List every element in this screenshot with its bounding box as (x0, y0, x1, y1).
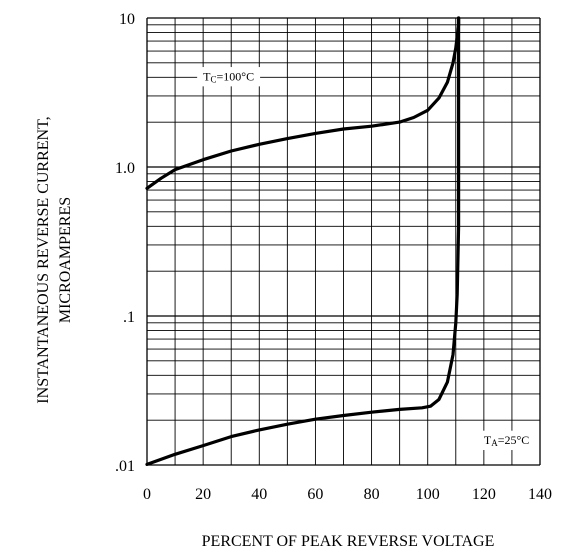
x-tick-label: 20 (195, 486, 211, 503)
y-tick-label: 10 (119, 11, 135, 28)
x-tick-label: 120 (472, 486, 496, 503)
x-tick-label: 60 (307, 486, 323, 503)
tick-labels: 0 20 40 60 80 100 120 140 10 1.0 .1 .01 (115, 11, 552, 503)
x-axis-title: PERCENT OF PEAK REVERSE VOLTAGE (202, 533, 495, 550)
y-tick-label: .1 (123, 309, 135, 326)
x-tick-label: 100 (416, 486, 440, 503)
y-axis-title-line-2: MICROAMPERES (57, 197, 74, 323)
series-labels: TC=100°C TA=25°C (197, 67, 536, 451)
y-axis-title-line-1: INSTANTANEOUS REVERSE CURRENT, (35, 116, 52, 403)
x-tick-label: 80 (364, 486, 380, 503)
series-label-background (197, 67, 261, 87)
series-line-1 (145, 16, 461, 190)
y-tick-label: .01 (115, 458, 135, 475)
x-tick-label: 140 (528, 486, 552, 503)
x-tick-label: 40 (251, 486, 267, 503)
series-label-background (477, 430, 536, 451)
grid (146, 17, 541, 466)
y-tick-label: 1.0 (115, 160, 135, 177)
series-group (145, 16, 461, 466)
series-line-2 (145, 16, 461, 466)
series-label-2: TA=25°C (484, 433, 529, 448)
x-tick-label: 0 (143, 486, 151, 503)
series-label-1: TC=100°C (203, 69, 254, 84)
